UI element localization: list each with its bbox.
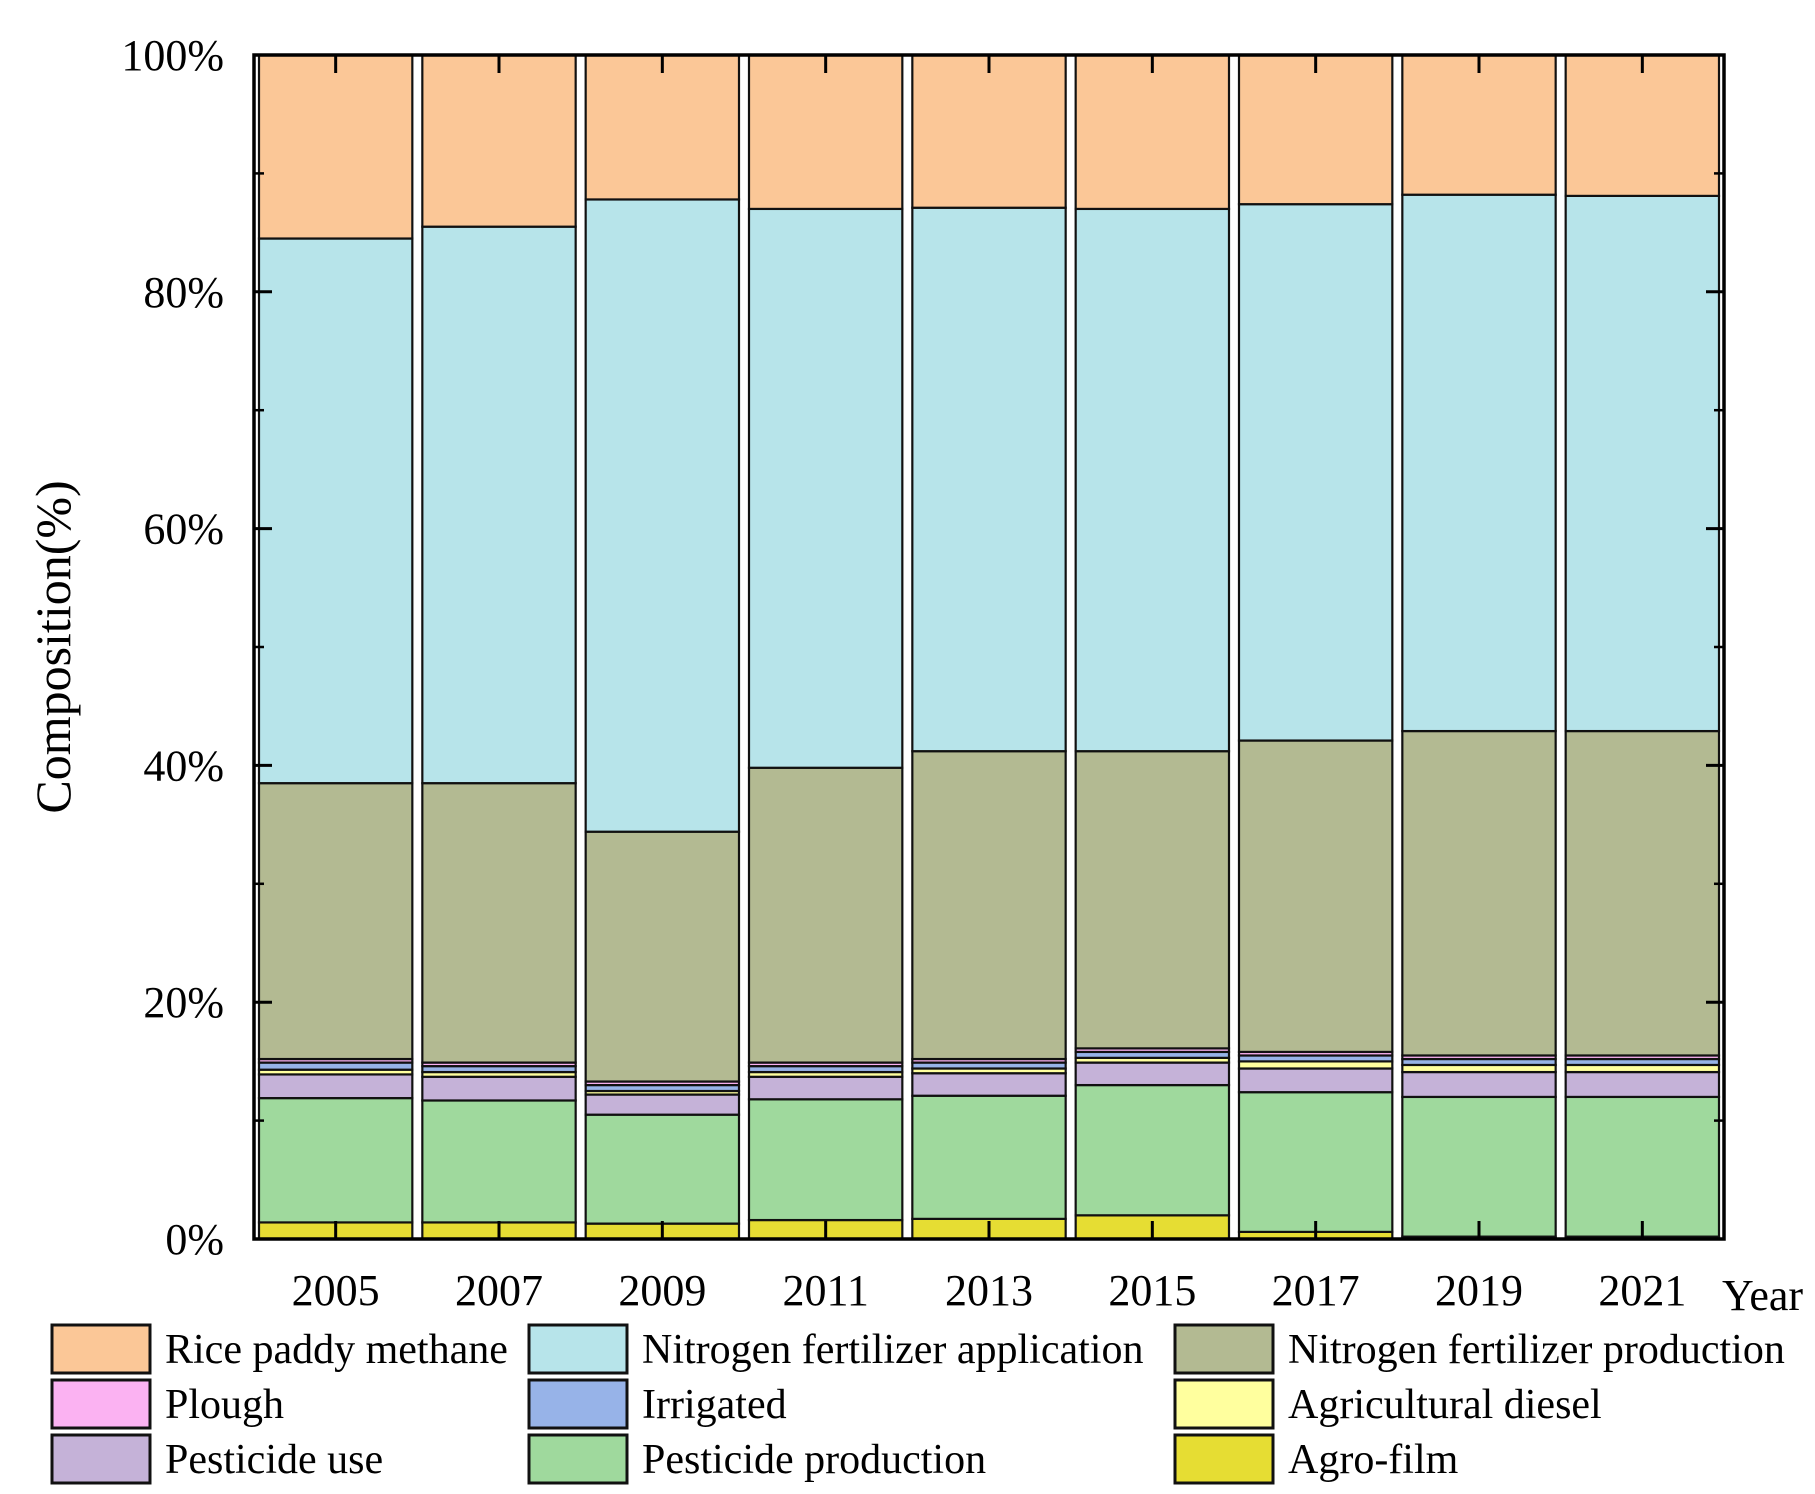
bar-nitrogen-fertilizer-application-2007 [421, 225, 577, 785]
bar-nitrogen-fertilizer-application-2005 [257, 237, 414, 785]
bar-nitrogen-fertilizer-application-2015 [1074, 207, 1231, 753]
bar-nitrogen-fertilizer-application-2013 [911, 206, 1067, 753]
legend-label-plough: Plough [165, 1382, 284, 1428]
y-tick-label-20: 20% [143, 978, 224, 1027]
bar-pesticide-use-2013 [911, 1072, 1067, 1097]
bar-pesticide-use-2019 [1401, 1070, 1557, 1099]
bar-pesticide-use-2011 [747, 1075, 904, 1101]
x-tick-label-2011: 2011 [782, 1266, 868, 1315]
bar-pesticide-use-2015 [1074, 1061, 1231, 1087]
bar-nitrogen-fertilizer-application-2017 [1237, 203, 1394, 742]
bar-pesticide-use-2021 [1564, 1070, 1721, 1099]
legend-swatch-agro-film [1173, 1433, 1275, 1485]
bar-rice-paddy-methane-2009 [584, 53, 741, 201]
bar-rice-paddy-methane-2017 [1237, 53, 1394, 206]
legend-swatch-pesticide-use [50, 1433, 152, 1485]
bar-pesticide-use-2017 [1237, 1067, 1394, 1094]
bar-pesticide-use-2005 [257, 1073, 414, 1100]
x-tick-label-2021: 2021 [1598, 1266, 1686, 1315]
x-axis-label: Year [1722, 1271, 1803, 1320]
bar-nitrogen-fertilizer-production-2011 [747, 766, 904, 1064]
y-tick-label-100: 100% [121, 31, 224, 80]
bar-pesticide-production-2017 [1237, 1091, 1394, 1233]
bar-nitrogen-fertilizer-production-2015 [1074, 750, 1231, 1050]
bar-nitrogen-fertilizer-application-2011 [747, 207, 904, 769]
bar-rice-paddy-methane-2019 [1401, 53, 1557, 196]
legend-swatch-pesticide-production [527, 1433, 629, 1485]
bar-nitrogen-fertilizer-production-2005 [257, 782, 414, 1061]
x-tick-label-2009: 2009 [618, 1266, 706, 1315]
x-tick-label-2015: 2015 [1108, 1266, 1196, 1315]
y-tick-label-60: 60% [143, 505, 224, 554]
x-tick-label-2013: 2013 [945, 1266, 1033, 1315]
y-tick-label-80: 80% [143, 268, 224, 317]
bar-pesticide-production-2013 [911, 1094, 1067, 1220]
bar-pesticide-use-2009 [584, 1093, 741, 1116]
bar-rice-paddy-methane-2021 [1564, 53, 1721, 197]
y-tick-label-0: 0% [165, 1215, 224, 1264]
legend-label-pesticide-use: Pesticide use [165, 1437, 383, 1483]
y-axis-label: Composition(%) [25, 480, 81, 813]
bar-rice-paddy-methane-2011 [747, 53, 904, 211]
legend-label-irrigated: Irrigated [642, 1382, 787, 1428]
legend-swatch-agricultural-diesel [1173, 1378, 1275, 1430]
bar-nitrogen-fertilizer-production-2019 [1401, 729, 1557, 1057]
bar-nitrogen-fertilizer-production-2007 [421, 782, 577, 1064]
bar-nitrogen-fertilizer-application-2009 [584, 198, 741, 833]
x-tick-label-2005: 2005 [292, 1266, 380, 1315]
bar-pesticide-production-2015 [1074, 1083, 1231, 1217]
bar-rice-paddy-methane-2005 [257, 53, 414, 240]
legend-swatch-nitrogen-fertilizer-application [527, 1323, 629, 1375]
bar-nitrogen-fertilizer-application-2019 [1401, 193, 1557, 733]
bar-rice-paddy-methane-2013 [911, 53, 1067, 209]
legend-label-agro-film: Agro-film [1288, 1437, 1459, 1483]
legend-swatch-plough [50, 1378, 152, 1430]
bar-nitrogen-fertilizer-application-2021 [1564, 194, 1721, 733]
legend-swatch-rice-paddy-methane [50, 1323, 152, 1375]
bar-pesticide-production-2009 [584, 1113, 741, 1225]
bar-pesticide-production-2007 [421, 1099, 577, 1224]
x-tick-label-2019: 2019 [1435, 1266, 1523, 1315]
x-tick-label-2007: 2007 [455, 1266, 543, 1315]
x-tick-label-2017: 2017 [1272, 1266, 1360, 1315]
bars-layer [257, 53, 1721, 1241]
bar-pesticide-production-2005 [257, 1097, 414, 1224]
legend-label-rice-paddy-methane: Rice paddy methane [165, 1327, 508, 1373]
bar-pesticide-production-2019 [1401, 1095, 1557, 1238]
bar-nitrogen-fertilizer-production-2009 [584, 830, 741, 1083]
ticks-layer: 0% 20% 40% 60% 80% 100% 2005 2007 2009 2011 2013 20… [121, 31, 1724, 1315]
legend-label-pesticide-production: Pesticide production [642, 1437, 986, 1483]
legend-label-agricultural-diesel: Agricultural diesel [1288, 1382, 1602, 1428]
legend-label-nitrogen-fertilizer-production: Nitrogen fertilizer production [1288, 1327, 1785, 1373]
bar-rice-paddy-methane-2015 [1074, 53, 1231, 211]
legend-swatch-nitrogen-fertilizer-production [1173, 1323, 1275, 1375]
legend: Rice paddy methane Nitrogen fertilizer ap… [50, 1323, 1785, 1485]
bar-pesticide-production-2011 [747, 1098, 904, 1222]
bar-nitrogen-fertilizer-production-2021 [1564, 729, 1721, 1057]
bar-pesticide-use-2007 [421, 1075, 577, 1102]
bar-pesticide-production-2021 [1564, 1095, 1721, 1238]
legend-swatch-irrigated [527, 1378, 629, 1430]
bar-nitrogen-fertilizer-production-2017 [1237, 739, 1394, 1054]
bar-nitrogen-fertilizer-production-2013 [911, 750, 1067, 1061]
legend-label-nitrogen-fertilizer-application: Nitrogen fertilizer application [642, 1327, 1143, 1373]
y-tick-label-40: 40% [143, 741, 224, 790]
bar-rice-paddy-methane-2007 [421, 53, 577, 228]
